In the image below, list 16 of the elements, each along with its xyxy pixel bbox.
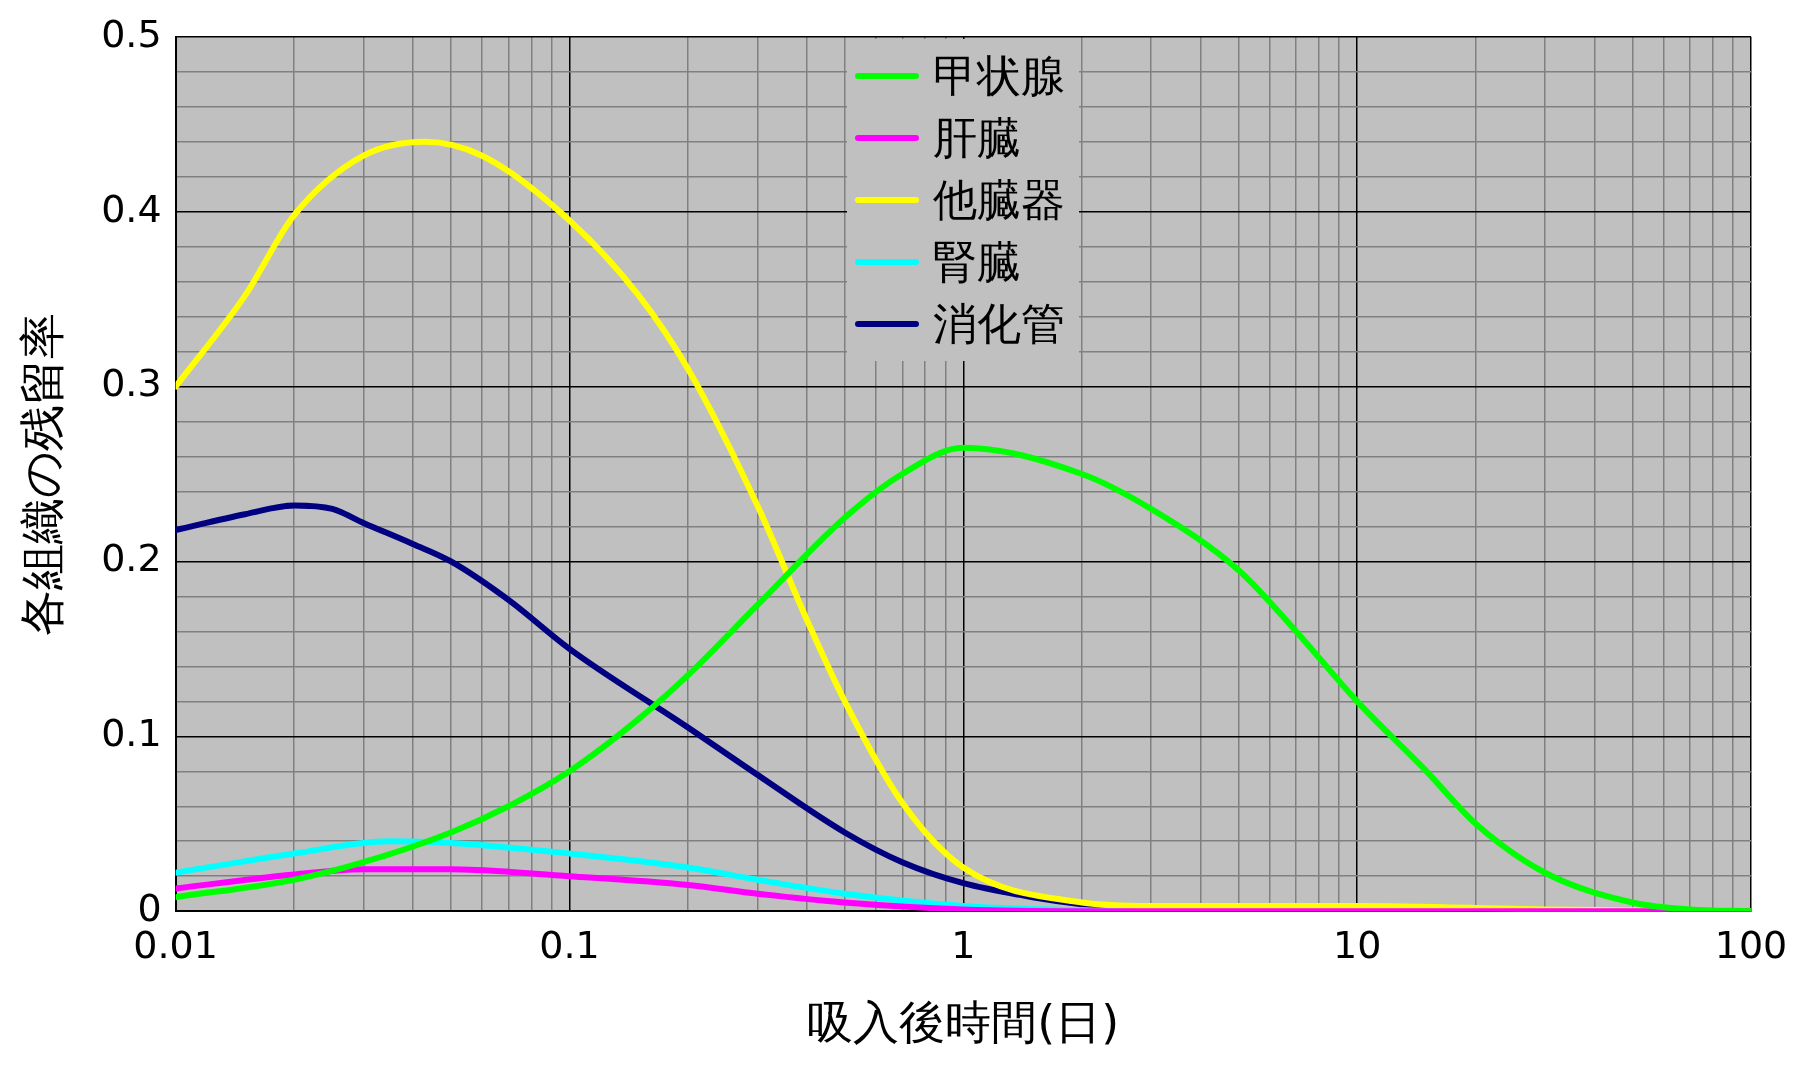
legend-label: 肝臓 xyxy=(933,110,1022,165)
y-tick-label: 0.3 xyxy=(101,361,162,406)
y-tick-label: 0.1 xyxy=(101,711,162,756)
x-axis-title: 吸入後時間(日) xyxy=(807,995,1120,1050)
legend-label: 他臓器 xyxy=(933,172,1066,227)
legend-label: 甲状腺 xyxy=(933,48,1066,103)
y-axis-title: 各組織の残留率 xyxy=(14,312,69,636)
legend-label: 腎臓 xyxy=(933,234,1022,289)
legend-label: 消化管 xyxy=(933,296,1066,351)
y-tick-label: 0.4 xyxy=(101,186,162,231)
x-tick-label: 10 xyxy=(1332,922,1382,967)
y-tick-label: 0.2 xyxy=(101,536,162,581)
y-tick-label: 0.5 xyxy=(101,11,162,56)
x-tick-label: 1 xyxy=(951,922,976,967)
x-tick-label: 100 xyxy=(1714,922,1788,967)
x-tick-label: 0.1 xyxy=(539,922,600,967)
